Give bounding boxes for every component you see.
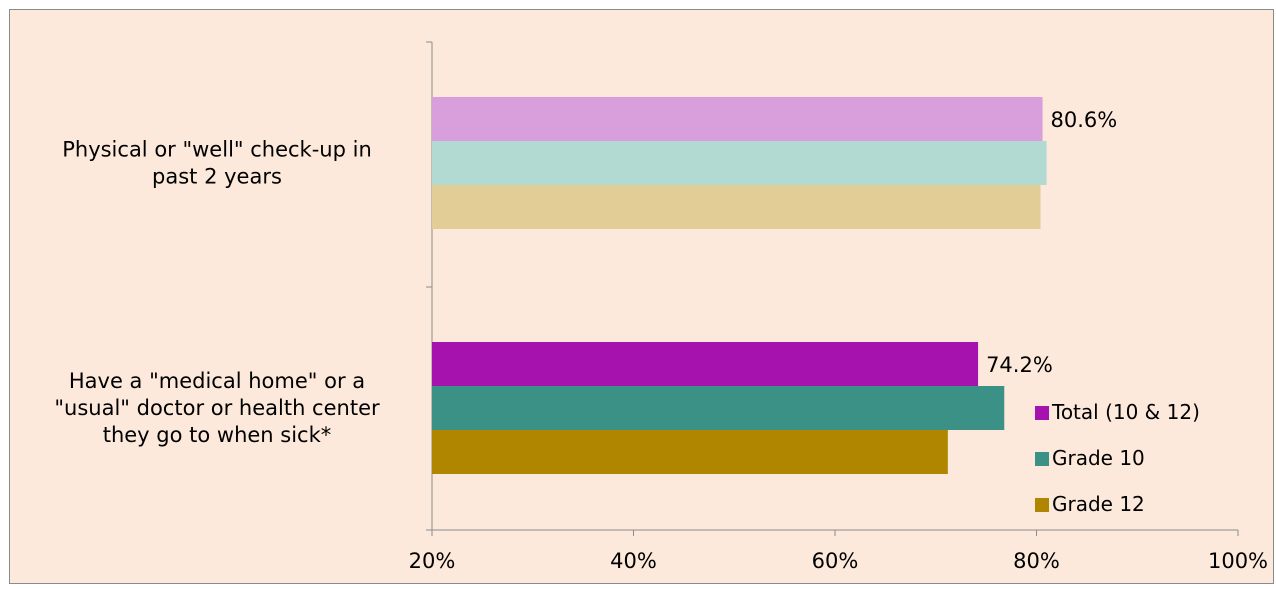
data-label: 74.2% xyxy=(986,353,1053,377)
x-tick-label: 20% xyxy=(409,549,456,573)
chart-legend: Total (10 & 12) Grade 10 Grade 12 xyxy=(1035,400,1200,516)
legend-label: Grade 10 xyxy=(1052,446,1145,470)
legend-label: Total (10 & 12) xyxy=(1051,400,1200,424)
category-label: Have a "medical home" or a "usual" doctor… xyxy=(54,369,380,447)
legend-swatch xyxy=(1035,452,1049,466)
bar-total-10-12-cat0 xyxy=(432,97,1043,141)
bar-total-10-12-cat1 xyxy=(432,342,979,386)
data-label: 80.6% xyxy=(1051,108,1118,132)
x-tick-label: 40% xyxy=(610,549,657,573)
chart-bars xyxy=(432,97,1047,474)
bar-grade-10-cat0 xyxy=(432,141,1047,185)
bar-grade-10-cat1 xyxy=(432,386,1005,430)
category-label: Physical or "well" check-up in past 2 yea… xyxy=(62,138,372,189)
bar-grade-12-cat0 xyxy=(432,185,1041,229)
x-tick-label: 100% xyxy=(1208,549,1268,573)
bar-grade-12-cat1 xyxy=(432,430,948,474)
legend-swatch xyxy=(1035,498,1049,512)
legend-swatch xyxy=(1035,406,1049,420)
x-tick-label: 80% xyxy=(1013,549,1060,573)
legend-label: Grade 12 xyxy=(1052,492,1145,516)
x-tick-label: 60% xyxy=(812,549,859,573)
chart-labels: Physical or "well" check-up in past 2 yea… xyxy=(54,108,1117,447)
